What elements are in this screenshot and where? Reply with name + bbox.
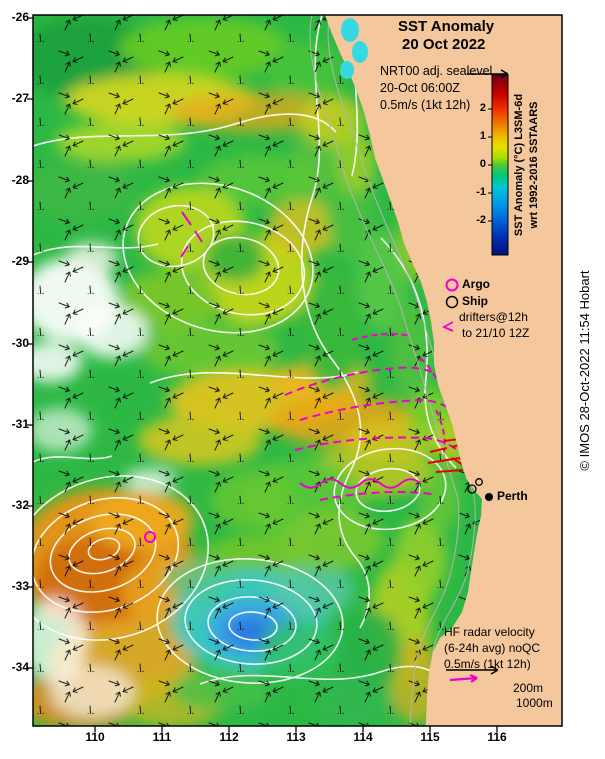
colorbar-tick-0: 0 (479, 158, 486, 170)
ship-legend-icon (445, 295, 459, 309)
hf-scale-arrow (446, 665, 499, 675)
perth-city-dot (485, 493, 493, 501)
colorbar-tick-neg2: -2 (476, 214, 486, 226)
y-tick-33: -33 (11, 579, 29, 593)
hf-magenta-arrow (449, 673, 478, 683)
y-tick-34: -34 (11, 660, 29, 674)
y-tick-29: -29 (11, 254, 29, 268)
argo-legend-icon (445, 278, 459, 292)
x-tick-113: 113 (286, 730, 306, 744)
legend-ship-label: Ship (462, 294, 488, 308)
x-tick-110: 110 (85, 730, 105, 744)
info-scale: 0.5m/s (1kt 12h) (380, 98, 471, 112)
perth-city-label: Perth (497, 489, 528, 503)
y-tick-30: -30 (11, 336, 29, 350)
x-tick-111: 111 (152, 730, 172, 744)
drifter-legend-icon (441, 321, 454, 332)
axis-ticks (27, 17, 498, 732)
hf-radar-line3: 0.5m/s (1kt 12h) (444, 657, 531, 671)
info-dataset: NRT00 adj. sealevel (380, 64, 493, 78)
y-tick-27: -27 (11, 91, 29, 105)
y-tick-31: -31 (11, 417, 29, 431)
copyright-credit: © IMOS 28-Oct-2022 11:54 Hobart (577, 270, 592, 471)
sealevel-scale-arrow (467, 69, 509, 79)
x-tick-116: 116 (487, 730, 507, 744)
info-time: 20-Oct 06:00Z (380, 81, 460, 95)
legend-drifters-line2: to 21/10 12Z (462, 326, 530, 340)
legend-argo-label: Argo (462, 277, 490, 291)
y-tick-26: -26 (11, 10, 29, 24)
map-title-line1: SST Anomaly (398, 18, 495, 35)
argo-float-marker (144, 531, 156, 543)
hf-radar-line2: (6-24h avg) noQC (444, 641, 541, 655)
colorbar-label-line1: SST Anomaly (°C) L3SM-6d (513, 93, 525, 237)
map-frame (32, 14, 563, 727)
map-title-line2: 20 Oct 2022 (402, 36, 486, 53)
legend-drifters-line1: drifters@12h (459, 310, 528, 324)
colorbar (488, 74, 509, 256)
y-tick-32: -32 (11, 498, 29, 512)
y-tick-28: -28 (11, 173, 29, 187)
colorbar-label-line2: wrt 1992-2016 SSTAARS (528, 101, 540, 229)
colorbar-tick-1: 1 (479, 130, 486, 142)
x-tick-112: 112 (219, 730, 239, 744)
depth-label-200m: 200m (513, 681, 544, 695)
shark-bay-water (340, 18, 368, 79)
depth-label-1000m: 1000m (516, 696, 553, 710)
ship-marker (475, 478, 483, 486)
x-tick-115: 115 (420, 730, 440, 744)
ship-marker (467, 484, 477, 494)
colorbar-tick-neg1: -1 (476, 186, 486, 198)
x-tick-114: 114 (353, 730, 373, 744)
hf-radar-line1: HF radar velocity (444, 625, 535, 639)
colorbar-tick-2: 2 (479, 102, 486, 114)
